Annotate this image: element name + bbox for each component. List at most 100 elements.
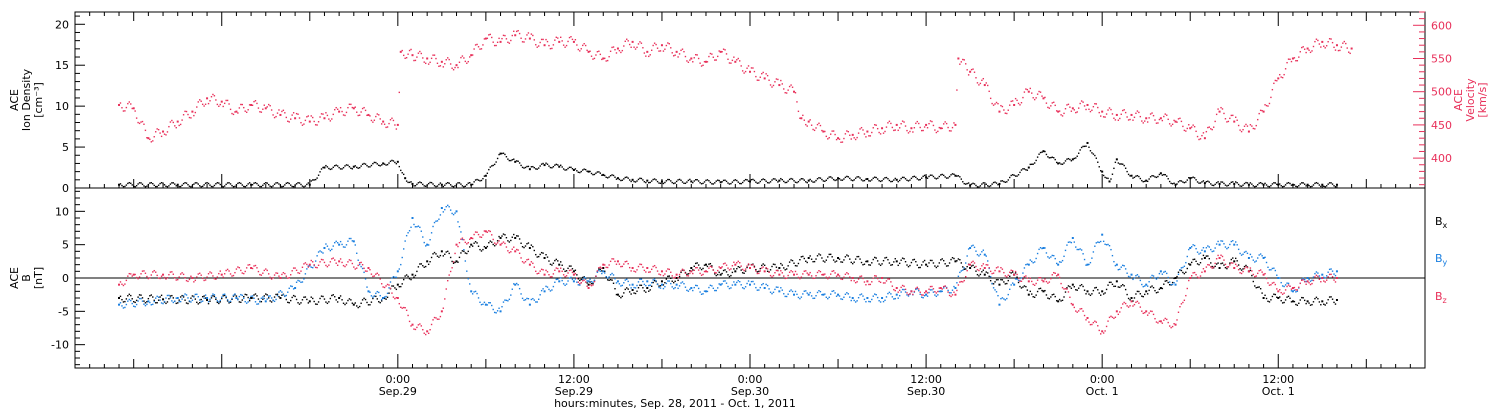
velocity-trace-dot [166,131,169,133]
velocity-trace-dot [179,123,182,126]
bx-trace-dot [987,272,989,274]
ion-density-trace-dot [636,180,638,182]
by-trace-dot [951,289,954,291]
bz-trace-dot [818,270,820,272]
bz-trace-dot [714,271,716,274]
by-trace-dot [533,299,535,301]
bz-trace-dot [994,269,996,272]
by-trace-dot [668,280,670,282]
velocity-trace-dot [1066,104,1068,106]
velocity-trace-dot [366,114,368,117]
bz-trace-dot [718,266,720,268]
ion-density-trace-dot [1208,181,1210,183]
velocity-trace-dot [342,114,345,116]
bz-trace-dot [831,270,833,273]
bx-trace-dot [291,296,293,299]
bx-trace-dot [775,266,778,268]
bz-trace-dot [143,270,145,272]
bx-trace-dot [970,265,973,267]
velocity-trace-dot [989,97,992,100]
ion-density-point [660,180,663,183]
top-right-axis-label: Velocity [1464,78,1477,122]
ion-density-trace-dot [1092,153,1095,155]
bz-trace-dot [210,272,213,274]
bx-trace-dot [741,272,744,274]
bz-trace-dot [1221,255,1224,258]
ion-density-trace-dot [699,182,701,184]
bz-trace-dot [449,270,452,273]
ion-density-trace-dot [1122,163,1124,165]
bz-trace-dot [322,259,324,261]
velocity-trace-dot [882,132,885,134]
ion-density-trace-dot [775,179,778,182]
by-trace-dot [1201,249,1203,251]
bz-trace-dot [840,278,842,280]
bz-trace-dot [959,281,961,283]
bx-trace-dot [819,254,822,256]
velocity-trace-dot [1070,110,1073,112]
bx-trace-dot [623,292,625,294]
bz-trace-dot [1334,281,1337,283]
ion-density-trace-dot [574,168,577,170]
velocity-trace-dot [466,62,468,64]
ion-density-trace-dot [160,181,163,184]
velocity-trace-dot [794,92,797,94]
by-trace-dot [859,294,861,296]
ion-density-trace-dot [454,185,456,187]
bx-trace-dot [316,303,318,306]
by-trace-dot [1124,268,1127,270]
bx-trace-dot [545,254,547,256]
bx-trace-dot [348,298,351,300]
by-trace-dot [464,260,467,262]
by-trace-dot [1045,252,1048,254]
velocity-trace-dot [287,120,289,122]
velocity-trace-dot [463,57,465,59]
by-trace-dot [513,283,515,285]
velocity-trace-dot [1201,134,1203,137]
ion-density-trace-dot [163,184,166,186]
velocity-trace-dot [997,102,999,105]
ion-density-trace-dot [741,181,744,184]
ion-density-trace-dot [507,158,509,160]
bz-trace-dot [599,266,602,268]
ion-density-trace-dot [532,165,534,168]
bx-trace-dot [931,259,933,262]
bz-trace-dot [228,270,230,272]
by-trace-dot [1102,240,1105,243]
by-trace-dot [728,287,731,290]
by-trace-dot [348,237,351,240]
bx-trace-dot [832,259,835,261]
by-trace-dot [1180,267,1183,269]
by-trace-dot [1098,241,1100,244]
bz-trace-dot [417,324,420,326]
bz-trace-dot [360,261,362,264]
bz-trace-dot [1141,310,1143,312]
velocity-trace-dot [430,57,433,60]
bx-trace-dot [642,287,644,289]
ion-density-point [352,165,355,168]
bz-trace-dot [590,284,593,287]
bz-point [426,330,429,333]
bz-trace-dot [301,266,304,268]
bx-trace-dot [380,300,383,302]
ion-density-trace-dot [564,169,566,171]
velocity-trace-dot [1188,124,1190,126]
velocity-trace-dot [316,124,318,126]
bz-trace-dot [637,265,640,268]
ion-density-trace-dot [433,185,436,187]
bz-trace-dot [904,288,907,291]
bz-trace-dot [935,292,938,294]
bz-trace-dot [194,279,197,282]
velocity-trace-dot [1127,119,1130,121]
bz-trace-dot [1048,281,1051,283]
velocity-point [206,97,209,100]
bx-trace-dot [423,266,425,268]
by-trace-dot [1205,247,1208,249]
ion-density-trace-dot [1048,157,1051,159]
ion-density-trace-dot [744,178,747,181]
by-trace-dot [344,246,346,248]
by-point [763,287,766,289]
ion-density-trace-dot [728,183,731,185]
bx-trace-dot [254,293,257,295]
bx-trace-dot [141,297,144,299]
